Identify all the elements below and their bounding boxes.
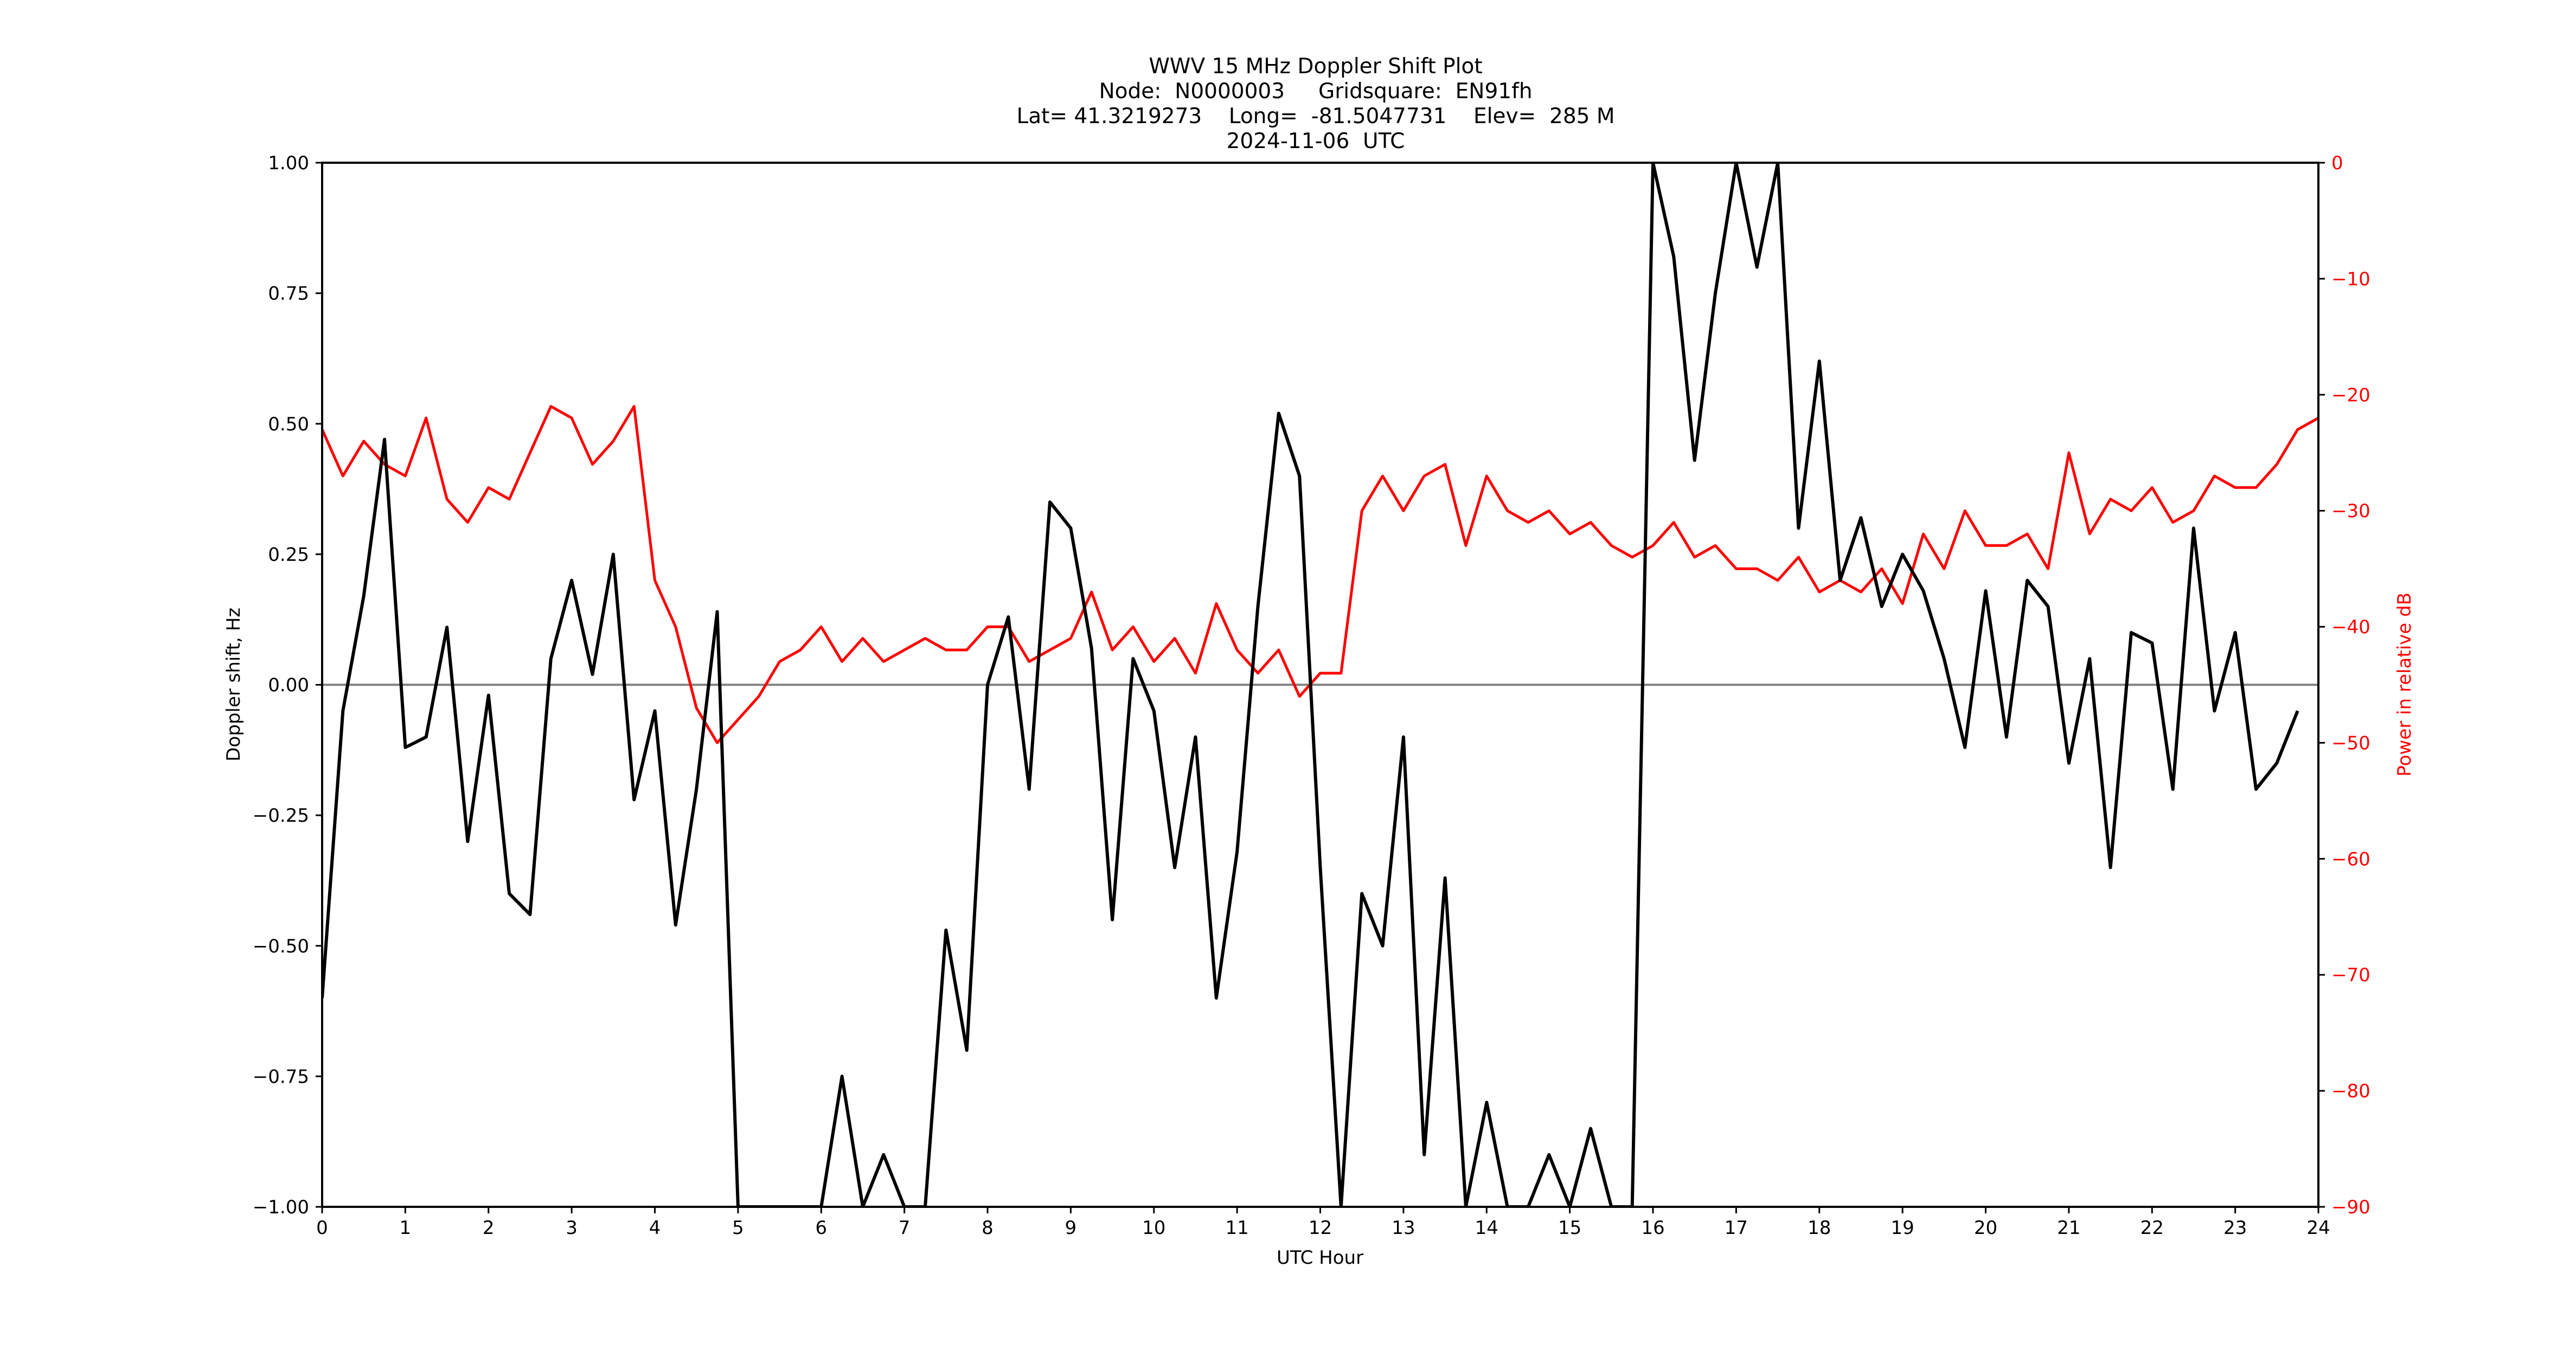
x-tick-label: 18 [1808, 1217, 1831, 1239]
title-line-1: WWV 15 MHz Doppler Shift Plot [1149, 54, 1483, 79]
title-line-2: Node: N0000003 Gridsquare: EN91fh [1099, 79, 1533, 104]
x-tick-label: 10 [1142, 1217, 1165, 1239]
x-tick-label: 19 [1891, 1217, 1914, 1239]
x-tick-label: 4 [649, 1217, 661, 1239]
x-tick-label: 8 [982, 1217, 994, 1239]
right-y-tick-label: −20 [2331, 385, 2370, 406]
right-y-axis-ticks: 0 −10 −20 −30 −40 −50 −60 −70 −80 −90 [2318, 152, 2370, 1218]
left-y-axis-label: Doppler shift, Hz [223, 607, 245, 762]
x-tick-label: 16 [1641, 1217, 1664, 1239]
left-y-tick-label: 0.50 [268, 413, 309, 435]
x-tick-label: 20 [1974, 1217, 1997, 1239]
x-tick-label: 23 [2223, 1217, 2247, 1239]
right-y-tick-label: −90 [2331, 1197, 2370, 1218]
left-y-tick-label: −1.00 [253, 1197, 309, 1218]
x-tick-label: 15 [1558, 1217, 1581, 1239]
title-line-4: 2024-11-06 UTC [1226, 129, 1405, 153]
power-series-line [322, 405, 2318, 744]
x-axis-ticks: 0 1 2 3 4 5 6 7 8 9 10 11 12 13 14 15 16 17 18 19 20 21 22 23 24 [316, 1207, 2330, 1239]
chart-title: WWV 15 MHz Doppler Shift Plot Node: N000… [0, 54, 2576, 154]
left-y-tick-label: −0.25 [253, 805, 309, 827]
doppler-series-line [322, 163, 2299, 1207]
x-tick-label: 17 [1725, 1217, 1748, 1239]
right-y-tick-label: −50 [2331, 732, 2370, 754]
x-tick-label: 12 [1309, 1217, 1332, 1239]
x-tick-label: 14 [1475, 1217, 1498, 1239]
x-tick-label: 11 [1225, 1217, 1248, 1239]
x-tick-label: 5 [732, 1217, 744, 1239]
right-y-tick-label: −30 [2331, 501, 2370, 522]
title-line-3: Lat= 41.3219273 Long= -81.5047731 Elev= … [1016, 104, 1615, 129]
x-tick-label: 24 [2306, 1217, 2330, 1239]
x-tick-label: 6 [815, 1217, 827, 1239]
x-tick-label: 21 [2057, 1217, 2080, 1239]
left-y-tick-label: 0.00 [268, 675, 309, 696]
right-y-tick-label: −70 [2331, 964, 2370, 986]
x-tick-label: 22 [2141, 1217, 2164, 1239]
right-y-tick-label: −10 [2331, 268, 2370, 290]
x-tick-label: 1 [400, 1217, 412, 1239]
x-axis-label: UTC Hour [1277, 1247, 1363, 1269]
right-y-tick-label: 0 [2331, 152, 2343, 174]
right-y-tick-label: −60 [2331, 848, 2370, 870]
x-tick-label: 3 [566, 1217, 578, 1239]
x-tick-label: 13 [1392, 1217, 1415, 1239]
right-y-tick-label: −80 [2331, 1080, 2370, 1102]
left-y-axis-ticks: 1.00 0.75 0.50 0.25 0.00 −0.25 −0.50 −0.75 −1.00 [253, 152, 322, 1218]
left-y-tick-label: 0.75 [268, 283, 309, 305]
left-y-tick-label: 0.25 [268, 544, 309, 566]
x-tick-label: 2 [483, 1217, 495, 1239]
right-y-axis-label: Power in relative dB [2394, 592, 2415, 776]
left-y-tick-label: −0.75 [253, 1066, 309, 1088]
left-y-tick-label: 1.00 [268, 152, 309, 174]
x-tick-label: 0 [316, 1217, 328, 1239]
right-y-tick-label: −40 [2331, 617, 2370, 638]
x-tick-label: 7 [899, 1217, 911, 1239]
x-tick-label: 9 [1065, 1217, 1077, 1239]
left-y-tick-label: −0.50 [253, 936, 309, 957]
